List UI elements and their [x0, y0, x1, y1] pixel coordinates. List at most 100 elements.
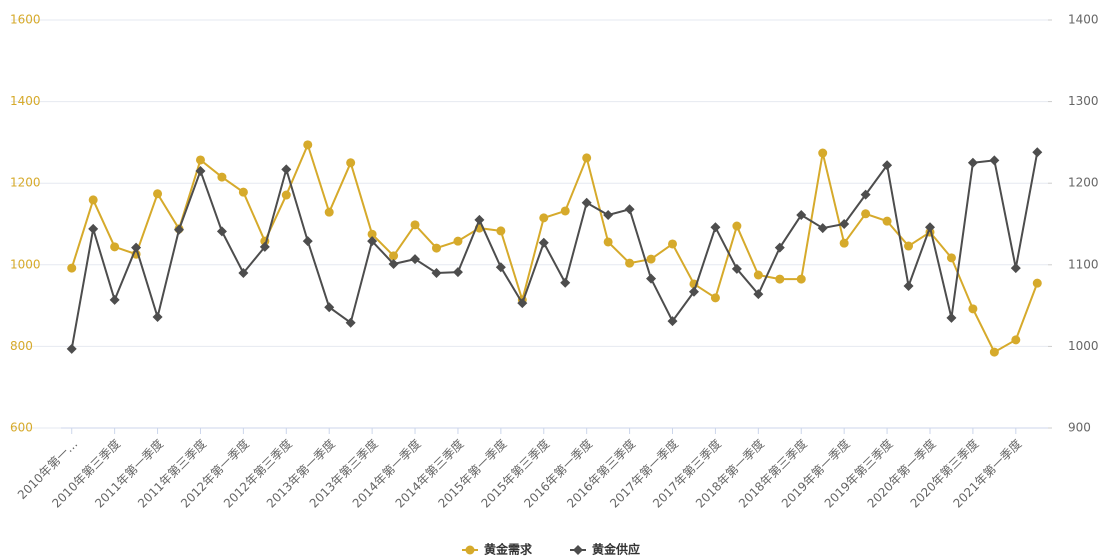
data-point	[238, 187, 248, 197]
data-point	[667, 316, 678, 327]
data-point	[410, 220, 420, 230]
data-point	[1032, 278, 1042, 288]
data-point	[946, 253, 956, 263]
y2-tick-label: 1300	[1068, 94, 1099, 108]
data-point	[688, 286, 699, 297]
data-point	[110, 242, 120, 252]
data-point	[474, 214, 485, 225]
data-point	[496, 226, 506, 236]
y2-tick-label: 1100	[1068, 257, 1099, 271]
data-point	[259, 241, 270, 252]
data-point	[796, 274, 806, 284]
data-point	[217, 172, 227, 182]
data-point	[495, 262, 506, 273]
data-point	[431, 243, 441, 253]
data-point	[646, 273, 657, 284]
legend-marker	[573, 545, 583, 555]
data-point	[732, 221, 742, 231]
data-point	[1032, 147, 1043, 158]
data-point	[861, 209, 871, 219]
data-point	[774, 242, 785, 253]
data-point	[453, 236, 463, 246]
series-line	[70, 152, 1039, 350]
data-point	[817, 223, 828, 234]
data-point	[967, 157, 978, 168]
y2-tick-label: 1200	[1068, 176, 1099, 190]
data-point	[603, 210, 614, 221]
data-point	[796, 210, 807, 221]
data-point	[882, 216, 892, 226]
data-point	[1011, 335, 1021, 345]
data-point	[882, 160, 893, 171]
data-point	[67, 263, 77, 273]
data-point	[452, 267, 463, 278]
data-point	[195, 155, 205, 165]
y-tick-label: 800	[10, 339, 33, 353]
data-point	[753, 270, 763, 280]
y-tick-label: 600	[10, 421, 33, 435]
y-tick-label: 1200	[10, 176, 41, 190]
legend-item: 黄金需求	[462, 542, 533, 557]
y-tick-label: 1400	[10, 94, 41, 108]
data-point	[238, 267, 249, 278]
data-point	[625, 258, 635, 268]
data-point	[389, 251, 399, 261]
legend-item: 黄金供应	[570, 542, 640, 557]
data-point	[710, 222, 721, 233]
data-point	[303, 140, 313, 150]
data-point	[88, 223, 99, 234]
data-point	[131, 242, 142, 253]
data-point	[968, 304, 978, 314]
series	[66, 147, 1043, 354]
data-point	[1010, 263, 1021, 274]
data-point	[324, 302, 335, 313]
data-point	[775, 274, 785, 284]
data-point	[904, 241, 914, 251]
data-point	[324, 207, 334, 217]
data-point	[646, 254, 656, 264]
data-point	[753, 289, 764, 300]
data-point	[710, 293, 720, 303]
data-point	[603, 237, 613, 247]
data-point	[346, 158, 356, 168]
data-point	[281, 190, 291, 200]
data-point	[989, 155, 1000, 166]
data-point	[839, 219, 850, 229]
data-point	[582, 153, 592, 163]
data-point	[153, 189, 163, 199]
data-point	[668, 239, 678, 249]
legend-label: 黄金需求	[484, 542, 533, 557]
data-point	[216, 226, 227, 237]
data-point	[818, 148, 828, 158]
data-point	[174, 224, 185, 235]
data-point	[431, 267, 442, 278]
legend-marker	[465, 545, 475, 555]
series-line	[70, 141, 1039, 354]
data-point	[152, 312, 163, 323]
data-point	[367, 236, 378, 247]
y-tick-label: 1600	[10, 13, 41, 27]
data-point	[624, 204, 635, 215]
data-point	[538, 237, 549, 248]
y2-tick-label: 1000	[1068, 339, 1099, 353]
data-point	[560, 277, 571, 288]
data-point	[195, 165, 206, 176]
data-point	[367, 229, 377, 239]
data-point	[109, 294, 120, 305]
y2-tick-label: 900	[1068, 421, 1091, 435]
data-point	[946, 312, 957, 323]
data-point	[924, 222, 935, 233]
data-point	[539, 213, 549, 223]
y-tick-label: 1000	[10, 257, 41, 271]
data-point	[88, 195, 98, 205]
series	[67, 140, 1042, 357]
data-point	[388, 258, 399, 269]
data-point	[839, 238, 849, 248]
data-point	[989, 347, 999, 357]
data-point	[560, 206, 570, 216]
data-point	[581, 197, 592, 208]
data-point	[410, 254, 421, 265]
data-point	[731, 263, 742, 274]
data-point	[903, 281, 914, 292]
